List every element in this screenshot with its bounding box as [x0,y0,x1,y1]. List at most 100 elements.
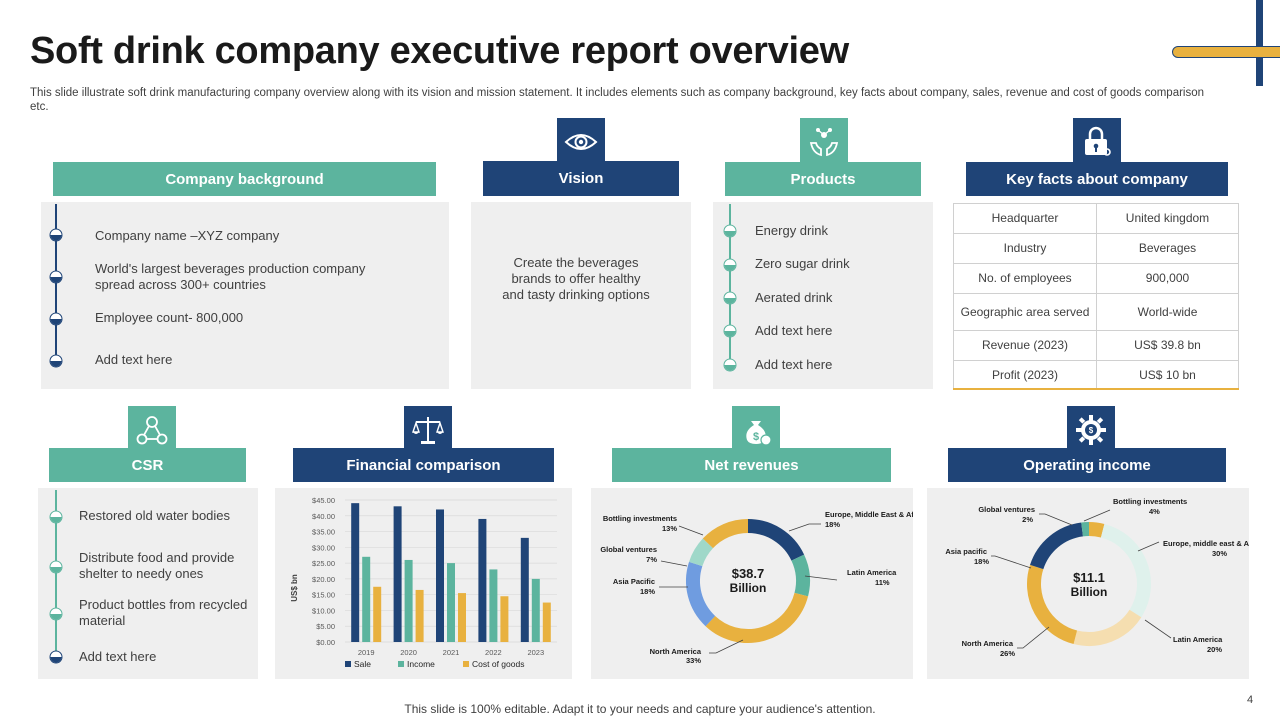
list-item: Company name –XYZ company [95,228,280,243]
list-item: Add text here [755,357,833,372]
table-cell-label: Geographic area served [953,293,1097,331]
table-cell-label: Headquarter [953,203,1097,234]
donut-slice [702,519,749,549]
bar-sale [520,537,529,642]
slice-pct: 7% [646,555,657,564]
list-item: Zero sugar drink [755,256,850,271]
donut-center-value: $11.1 [1073,570,1105,585]
donut-slice [1030,522,1084,570]
x-tick-label: 2022 [485,648,502,657]
bar-sale [478,518,487,642]
donut-slice [1088,522,1105,538]
donut-slice [791,554,810,597]
table-row: Revenue (2023) US$ 39.8 bn [953,330,1239,361]
gear-icon: $ [1076,415,1106,445]
net-revenues-icon-box: $ [732,406,780,454]
x-tick-label: 2019 [358,648,375,657]
table-cell-value: 900,000 [1096,263,1239,294]
list-item: Restored old water bodies [79,508,231,523]
donut-center-unit: Billion [1071,585,1108,599]
timeline-line [55,490,57,660]
slice-pct: 20% [1207,645,1222,654]
timeline-dot-icon [723,224,737,238]
list-item: Energy drink [755,223,828,238]
csr-header: CSR [49,448,246,482]
list-item: Aerated drink [755,290,833,305]
y-tick-label: $15.00 [312,591,335,600]
svg-text:$: $ [1089,426,1094,435]
timeline-dot-icon [49,270,63,284]
y-axis-label: US$ bn [290,574,299,602]
slice-pct: 13% [662,524,677,533]
timeline-dot-icon [723,291,737,305]
slice-label: Bottling investments [603,514,677,523]
scales-icon [412,417,444,444]
donut-slice [705,592,809,643]
page-subtitle: This slide illustrate soft drink manufac… [30,87,1205,113]
slice-label: North America [650,647,702,656]
products-panel: Energy drink Zero sugar drink Aerated dr… [713,202,933,389]
timeline-dot-icon [49,228,63,242]
slice-pct: 33% [686,656,701,665]
donut-center-value: $38.7 [732,566,765,581]
legend-swatch [463,661,469,667]
slice-pct: 18% [640,587,655,596]
products-header: Products [725,162,921,196]
company-background-panel: Company name –XYZ company World's larges… [41,202,449,389]
donut-slice [689,538,714,567]
key-facts-table-wrapper: Headquarter United kingdom Industry Beve… [953,203,1239,390]
legend-label: Income [407,659,435,669]
csr-icon-box [128,406,176,454]
slice-label: Global ventures [600,545,657,554]
company-background-header: Company background [53,162,436,196]
bar-cost-of-goods [542,602,551,642]
slice-label: Bottling investments [1113,497,1187,506]
network-icon [136,416,168,445]
list-item: Add text here [755,323,833,338]
slice-label: Asia Pacific [613,577,655,586]
vision-icon-box [557,118,605,166]
net-revenues-panel: $38.7 Billion Europe, Middle East & Afri… [591,488,928,679]
operating-income-donut-chart: $11.1 Billion Bottling investments 4% Eu… [945,497,1265,658]
financial-icon-box [404,406,452,454]
slice-label: Europe, Middle East & Africa [825,510,913,519]
timeline-dot-icon [49,650,63,664]
y-tick-label: $25.00 [312,559,335,568]
slice-label: Asia pacific [945,547,987,556]
list-item: Product bottles from recycled material [79,597,248,628]
y-tick-label: $35.00 [312,528,335,537]
net-revenues-donut-chart: $38.7 Billion Europe, Middle East & Afri… [600,510,928,665]
donut-slice [1100,523,1151,618]
key-facts-table: Headquarter United kingdom Industry Beve… [953,203,1239,390]
vision-header: Vision [483,161,679,196]
table-cell-value: Beverages [1096,233,1239,264]
table-row: Industry Beverages [953,233,1239,264]
y-tick-label: $10.00 [312,606,335,615]
operating-income-icon-box: $ [1067,406,1115,454]
table-row: Profit (2023) US$ 10 bn [953,360,1239,390]
table-cell-value: US$ 39.8 bn [1096,330,1239,361]
slice-pct: 30% [1212,549,1227,558]
eye-icon [564,134,598,150]
slice-pct: 4% [1149,507,1160,516]
x-tick-label: 2020 [400,648,417,657]
slice-pct: 26% [1000,649,1015,658]
page-title: Soft drink company executive report over… [30,30,849,72]
donut-slice [686,561,716,627]
slice-pct: 18% [825,520,840,529]
list-item: Distribute food and provide shelter to n… [79,550,235,581]
slice-label: Global ventures [978,505,1035,514]
table-row: Headquarter United kingdom [953,203,1239,234]
legend-label: Sale [354,659,371,669]
padlock-icon [1085,126,1111,156]
y-tick-label: $0.00 [316,638,335,647]
bar-sale [393,506,402,642]
timeline-line [55,204,57,366]
operating-income-header: Operating income [948,448,1226,482]
leader-lines [659,523,838,654]
y-tick-label: $30.00 [312,543,335,552]
table-cell-value: World-wide [1096,293,1239,331]
list-item: Add text here [95,352,173,367]
table-cell-label: Revenue (2023) [953,330,1097,361]
hands-molecule-icon [809,128,839,157]
